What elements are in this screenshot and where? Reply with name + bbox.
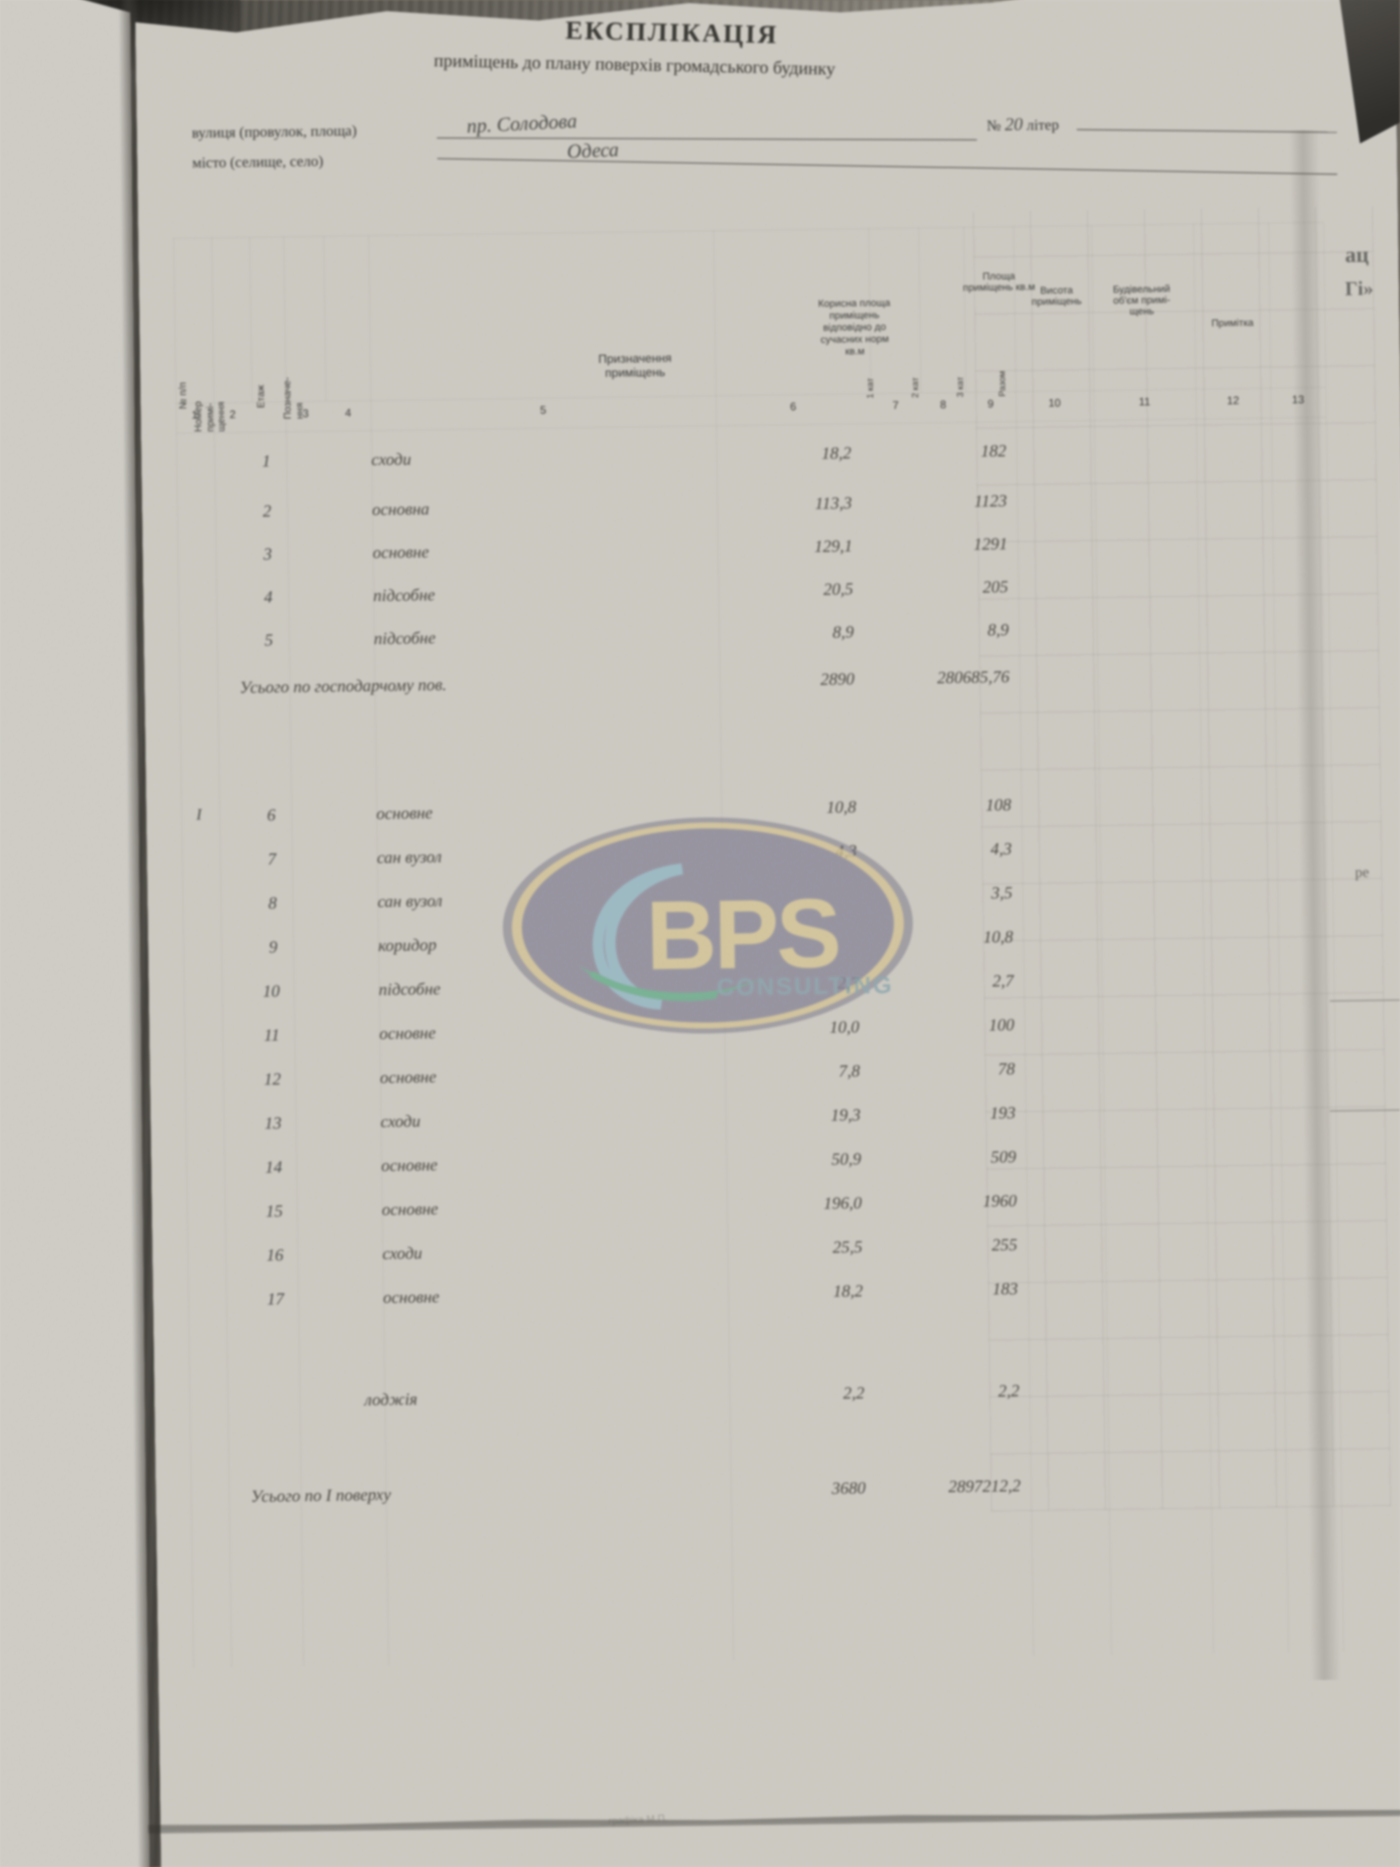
svg-text:CONSULTING: CONSULTING — [717, 972, 894, 1001]
